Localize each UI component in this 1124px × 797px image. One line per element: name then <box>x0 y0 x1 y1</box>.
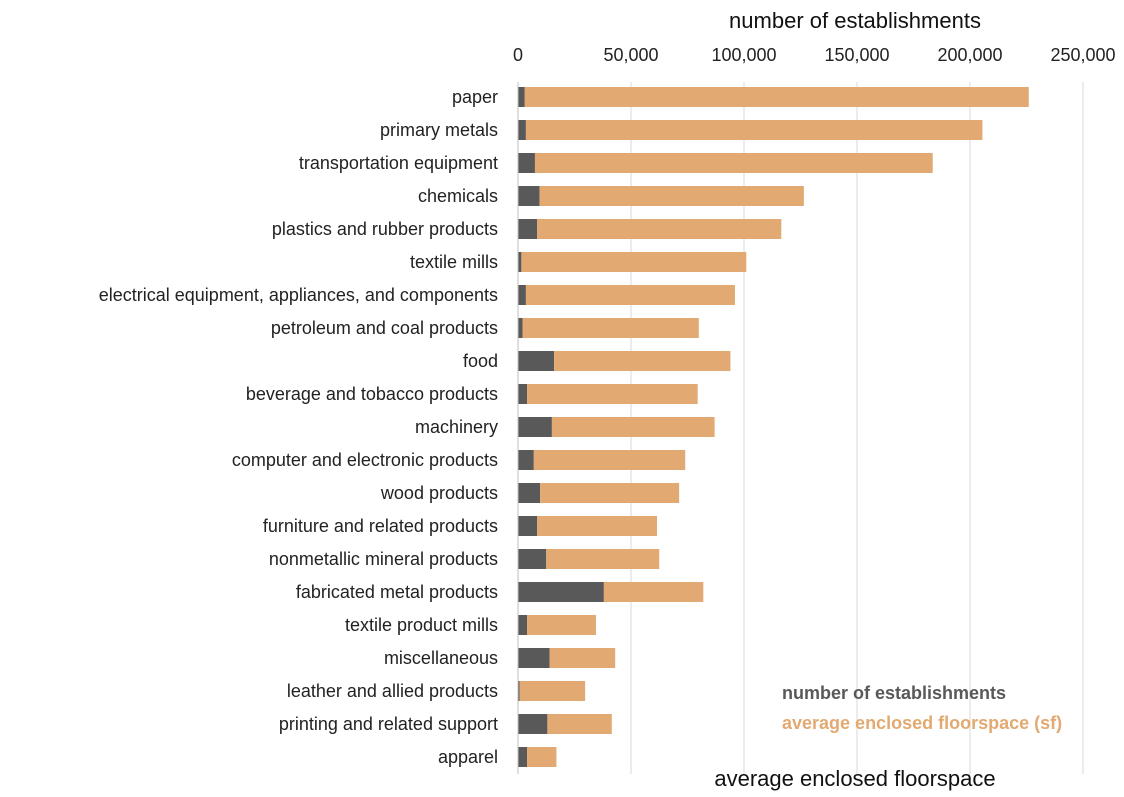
category-label: plastics and rubber products <box>272 219 498 239</box>
category-label: paper <box>452 87 498 107</box>
bar-establishments <box>518 483 541 503</box>
category-label: textile mills <box>410 252 498 272</box>
bar-establishments <box>518 747 528 767</box>
category-label: beverage and tobacco products <box>246 384 498 404</box>
bar-floorspace <box>533 450 686 470</box>
x-tick-label: 0 <box>513 45 523 65</box>
bar-floorspace <box>537 516 657 536</box>
category-label: miscellaneous <box>384 648 498 668</box>
category-label: transportation equipment <box>299 153 498 173</box>
x-tick-label: 100,000 <box>711 45 776 65</box>
x-axis-ticks: 0 50,000 100,000 150,000 200,000 250,000 <box>513 45 1116 65</box>
bar-floorspace <box>527 615 596 635</box>
bar-establishments <box>518 450 534 470</box>
category-label: food <box>463 351 498 371</box>
bar-establishments <box>518 681 520 701</box>
x-tick-label: 50,000 <box>603 45 658 65</box>
category-label: chemicals <box>418 186 498 206</box>
bar-floorspace <box>603 582 704 602</box>
bar-floorspace <box>521 252 747 272</box>
bar-establishments <box>518 417 552 437</box>
bars <box>518 87 1029 767</box>
x-tick-label: 200,000 <box>937 45 1002 65</box>
bar-floorspace <box>534 153 933 173</box>
bar-establishments <box>518 285 526 305</box>
bar-establishments <box>518 186 540 206</box>
category-label: nonmetallic mineral products <box>269 549 498 569</box>
x-tick-label: 250,000 <box>1050 45 1115 65</box>
bar-floorspace <box>524 87 1029 107</box>
bar-establishments <box>518 153 535 173</box>
category-labels: paper primary metals transportation equipm… <box>99 87 498 767</box>
bar-establishments <box>518 582 604 602</box>
category-label: electrical equipment, appliances, and co… <box>99 285 498 305</box>
x-tick-label: 150,000 <box>824 45 889 65</box>
bar-establishments <box>518 219 538 239</box>
category-label: machinery <box>415 417 498 437</box>
bar-floorspace <box>527 747 557 767</box>
category-label: leather and allied products <box>287 681 498 701</box>
category-label: petroleum and coal products <box>271 318 498 338</box>
bar-establishments <box>518 120 526 140</box>
category-label: wood products <box>380 483 498 503</box>
category-label: fabricated metal products <box>296 582 498 602</box>
bar-floorspace <box>519 681 586 701</box>
bar-floorspace <box>525 285 735 305</box>
bar-floorspace <box>554 351 731 371</box>
bar-establishments <box>518 318 523 338</box>
legend: number of establishments average enclose… <box>782 683 1062 733</box>
bottom-axis-title: average enclosed floorspace <box>714 766 995 791</box>
category-label: primary metals <box>380 120 498 140</box>
bar-floorspace <box>551 417 715 437</box>
bar-floorspace <box>549 648 616 668</box>
category-label: printing and related support <box>279 714 498 734</box>
category-label: textile product mills <box>345 615 498 635</box>
bar-establishments <box>518 516 538 536</box>
bar-establishments <box>518 351 555 371</box>
legend-entry-establishments: number of establishments <box>782 683 1006 703</box>
bar-establishments <box>518 648 550 668</box>
bar-floorspace <box>522 318 699 338</box>
bar-floorspace <box>525 120 983 140</box>
bar-floorspace <box>540 483 680 503</box>
bar-establishments <box>518 714 548 734</box>
bar-floorspace <box>546 549 660 569</box>
bar-establishments <box>518 252 522 272</box>
bar-floorspace <box>547 714 612 734</box>
bar-floorspace <box>539 186 804 206</box>
bar-floorspace <box>527 384 698 404</box>
category-label: furniture and related products <box>263 516 498 536</box>
bar-floorspace <box>537 219 782 239</box>
bar-establishments <box>518 549 547 569</box>
bar-establishments <box>518 87 525 107</box>
bar-establishments <box>518 384 528 404</box>
category-label: computer and electronic products <box>232 450 498 470</box>
top-axis-title: number of establishments <box>729 8 981 33</box>
category-label: apparel <box>438 747 498 767</box>
legend-entry-floorspace: average enclosed floorspace (sf) <box>782 713 1062 733</box>
bar-establishments <box>518 615 528 635</box>
